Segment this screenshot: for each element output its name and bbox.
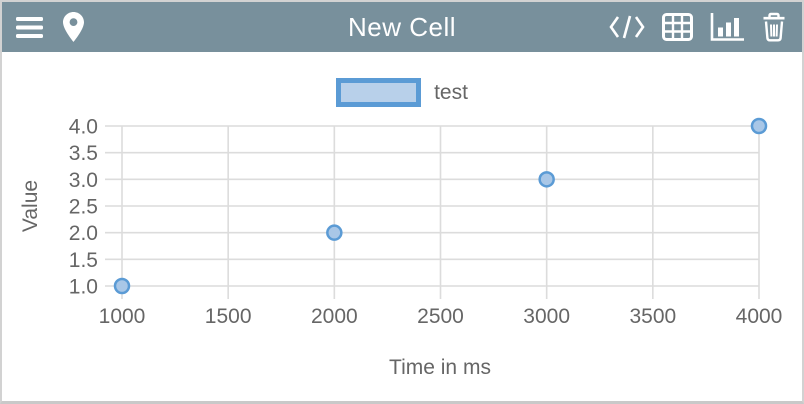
legend-label: test — [434, 80, 468, 104]
trash-icon — [763, 12, 785, 42]
delete-cell-button[interactable] — [761, 12, 787, 42]
y-tick-label: 1.0 — [69, 276, 98, 299]
y-axis-title: Value — [19, 179, 42, 233]
y-tick-label: 3.5 — [69, 142, 98, 165]
menu-icon — [16, 16, 43, 38]
code-icon — [609, 15, 645, 39]
code-view-button[interactable] — [609, 15, 645, 39]
y-tick-label: 2.5 — [69, 196, 98, 219]
data-point[interactable] — [750, 117, 768, 135]
legend-swatch — [336, 78, 422, 107]
x-axis-title: Time in ms — [389, 356, 491, 379]
table-view-button[interactable] — [662, 13, 693, 41]
header: New Cell — [2, 2, 802, 52]
menu-button[interactable] — [16, 16, 43, 38]
x-tick-label: 1500 — [205, 305, 252, 328]
data-point[interactable] — [326, 224, 343, 241]
chart-plot: 1.0 1.5 2.0 2.5 3.0 3.5 4.0 1000 1500 2000 2500 300… — [69, 116, 783, 329]
y-tick-label: 2.0 — [69, 222, 98, 245]
header-right-icons — [609, 12, 787, 42]
y-tick-label: 4.0 — [69, 116, 98, 139]
y-tick-label: 3.0 — [69, 169, 98, 192]
x-tick-label: 2500 — [417, 305, 464, 328]
x-tick-label: 2000 — [311, 305, 358, 328]
x-tick-label: 3500 — [629, 305, 676, 328]
bar-chart-icon — [710, 13, 744, 41]
location-pin-icon — [63, 12, 84, 42]
chart-area: 1.0 1.5 2.0 2.5 3.0 3.5 4.0 1000 1500 2000 2500 300… — [2, 52, 802, 401]
x-tick-label: 1000 — [99, 305, 146, 328]
data-point[interactable] — [113, 277, 131, 295]
header-left-icons — [16, 12, 84, 42]
data-point[interactable] — [538, 171, 555, 188]
x-tick-label: 3000 — [523, 305, 570, 328]
table-icon — [662, 13, 693, 41]
location-button[interactable] — [63, 12, 84, 42]
x-tick-label: 4000 — [736, 305, 783, 328]
legend-item-test[interactable]: test — [2, 78, 802, 107]
y-tick-label: 1.5 — [69, 249, 98, 272]
chart-view-button[interactable] — [710, 12, 744, 42]
